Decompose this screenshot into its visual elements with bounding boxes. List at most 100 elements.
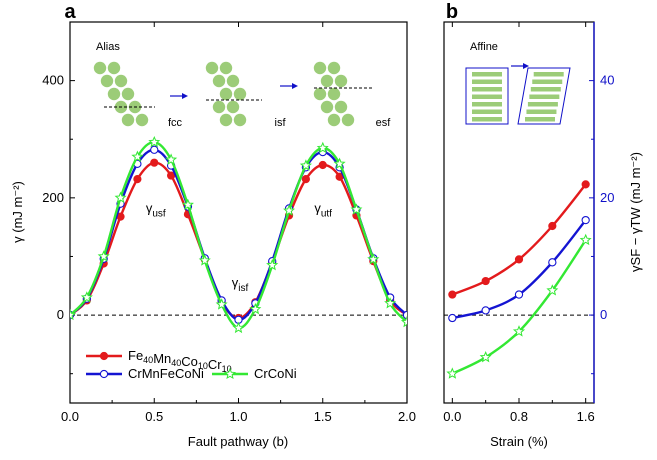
atom-circle (135, 113, 149, 127)
panel-b-data-point (514, 255, 524, 264)
atom-circle (327, 87, 341, 101)
panel-b-data-point (479, 351, 492, 363)
panel-b-x-tick-label: 1.6 (577, 409, 595, 424)
panel-a-data-point (283, 204, 296, 216)
panel-a-data-point (150, 158, 159, 167)
esf-label: esf (376, 117, 392, 129)
panel-b-x-tick-label: 0.8 (510, 409, 528, 424)
panel-a-annotations: γusf γisf γutf (146, 201, 332, 294)
lattice-bar (532, 79, 563, 84)
panel-a-data-point (131, 150, 144, 162)
atom-circle (226, 100, 240, 114)
legend-marker (99, 351, 109, 361)
atom-circle (226, 74, 240, 88)
shear-arrow-head (523, 63, 529, 69)
panel-b-series-line-0 (451, 183, 587, 296)
gamma-utf-label: γutf (314, 201, 332, 220)
atom-circle (320, 74, 334, 88)
panel-a-y-axis-label: γ (mJ m⁻²) (10, 181, 25, 243)
panel-b-data-point (579, 233, 592, 246)
lattice-bar (527, 102, 558, 107)
panel-b-x-tick-label: 0.0 (443, 409, 461, 424)
panel-a-data-point (181, 198, 194, 210)
panel-b-y-tick-label: 20 (600, 190, 614, 205)
legend-entry-label: CrCoNi (254, 366, 297, 381)
lattice-bar (472, 87, 502, 92)
panel-b-series (446, 180, 592, 379)
panel-b-data-point (546, 284, 559, 296)
panel-a-axes: 0.0 0.5 1.0 1.5 2.0 0 200 400 (42, 21, 416, 424)
panel-a-y-tick-label: 0 (57, 307, 64, 322)
panel-a-data-point (133, 174, 142, 184)
atom-circle (313, 87, 327, 101)
panel-b-data-point (448, 290, 457, 299)
atom-circle (334, 74, 348, 88)
panel-a-series-line-0 (70, 161, 407, 320)
panel-a-x-tick-label: 2.0 (398, 409, 416, 424)
atom-circle (320, 100, 334, 114)
legend-entry-label: CrMnFeCoNi (128, 366, 204, 381)
panel-b-data-point (512, 325, 526, 337)
panel-a-data-point (301, 174, 310, 184)
panel-a-series (70, 135, 407, 334)
panel-b-data-point (581, 180, 590, 189)
panel-a-data-point (266, 259, 279, 271)
atom-circle (205, 61, 219, 75)
panel-b-data-point (548, 221, 557, 231)
arrow-icon-head (292, 83, 298, 89)
panel-b-data-point (581, 215, 590, 225)
panel-a-data-point (97, 250, 110, 262)
atom-circle (233, 87, 247, 101)
panel-a-data-point (384, 297, 397, 309)
affine-label: Affine (470, 41, 498, 53)
lattice-bar (530, 87, 561, 92)
fcc-label: fcc (168, 117, 183, 129)
panel-b-data-point (514, 290, 524, 299)
atom-circle (212, 74, 226, 88)
arrow-icon-head (182, 93, 188, 99)
isf-atom-cluster (205, 61, 247, 127)
panel-a-series-line-2 (70, 140, 407, 330)
panel-b-data-point (446, 367, 459, 379)
lattice-bar (525, 117, 555, 122)
legend-marker (223, 367, 237, 380)
panel-b-data-point (448, 313, 457, 323)
fcc-atom-cluster (93, 61, 149, 127)
panel-a-x-axis-label: Fault pathway (b) (188, 434, 288, 449)
panel-b-x-axis-label: Strain (%) (490, 434, 548, 449)
panel-a-data-point (114, 191, 127, 203)
esf-atom-cluster (313, 61, 355, 127)
panel-b-affine-diagram (465, 63, 571, 125)
panel-b-y-axis-label: γSF − γTW (mJ m⁻²) (628, 152, 643, 272)
lattice-bar (529, 94, 560, 99)
panel-a-data-point (80, 291, 93, 303)
lattice-bar (526, 109, 557, 114)
panel-b-y-tick-label: 40 (600, 73, 614, 88)
panel-a-data-point (299, 159, 312, 171)
atom-circle (219, 113, 233, 127)
lattice-bar (472, 102, 502, 107)
lattice-bar (472, 109, 502, 114)
panel-a-data-point (249, 302, 262, 315)
undeformed-box (465, 67, 509, 125)
atom-circle (93, 61, 107, 75)
isf-label: isf (275, 117, 287, 129)
legend-entry-label: Fe40Mn40Co10Cr10 (128, 348, 232, 374)
panel-label-a: a (64, 1, 76, 23)
atom-circle (100, 74, 114, 88)
atom-circle (114, 74, 128, 88)
panel-b-data-point (548, 258, 557, 267)
panel-a-data-point (350, 203, 363, 215)
panel-a-data-point (367, 253, 380, 265)
panel-a-y-tick-label: 200 (42, 190, 64, 205)
sheared-box (517, 67, 571, 125)
atom-circle (219, 87, 233, 101)
panel-a-data-point (148, 135, 161, 148)
atom-circle (327, 113, 341, 127)
panel-a-stacking-diagram: fcc isf esf (93, 61, 392, 129)
atom-circle (334, 100, 348, 114)
panel-b-data-point (481, 276, 490, 286)
lattice-bar (472, 72, 502, 77)
